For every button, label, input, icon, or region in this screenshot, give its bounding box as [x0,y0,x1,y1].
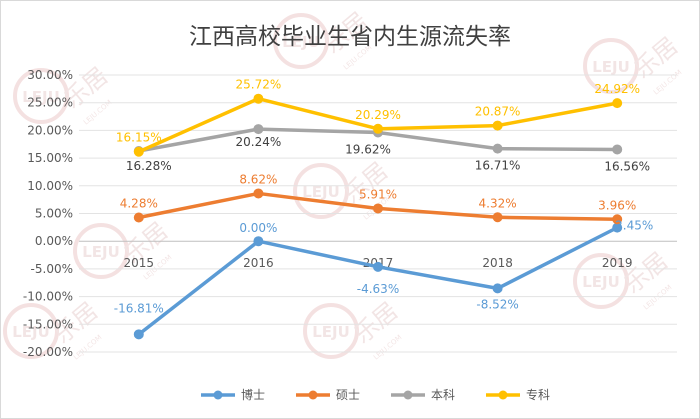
data-point [373,123,383,134]
watermark-logo-text: LEJU [302,183,340,201]
y-tick-label: -15.00% [23,317,73,331]
series-layer [133,93,623,340]
data-point [253,93,264,104]
data-point [253,124,264,135]
y-tick-label: 10.00% [27,179,73,193]
y-tick-label: 15.00% [27,151,73,165]
legend-item: 本科 [391,388,455,402]
legend-label: 硕士 [336,388,360,402]
data-labels: -16.81% 0.00% -4.63% -8.52% 2.45% 4.28% 8.62% 5… [114,78,654,316]
watermark-logo-text: LEJU [22,88,60,106]
data-point [373,203,383,214]
legend-item: 专科 [486,387,550,402]
data-label: 20.29% [355,108,401,122]
x-tick-label: 2015 [124,256,155,270]
y-tick-label: 0.00% [35,234,73,248]
y-tick-label: -5.00% [31,262,73,276]
data-point [612,144,623,155]
data-point [492,143,503,154]
data-label: 4.28% [120,196,158,210]
x-tick-label: 2018 [482,256,513,270]
data-label: -4.63% [357,282,399,296]
legend-swatch-marker [403,390,413,400]
data-point [133,329,144,340]
data-label: 8.62% [239,172,277,186]
data-label: 16.71% [475,159,521,173]
watermark-logo-text: LEJU [282,33,320,51]
data-point [492,120,503,131]
x-tick-label: 2019 [602,256,633,270]
data-point [253,236,264,247]
data-label: 24.92% [594,82,640,96]
legend-label: 博士 [241,387,265,402]
data-point [133,212,144,223]
legend-item: 博士 [201,387,265,402]
data-label: 20.87% [475,105,521,119]
data-label: 0.00% [239,221,277,235]
data-point [492,212,503,223]
y-tick-label: 5.00% [35,207,73,221]
data-label: 16.15% [116,131,162,145]
data-point [612,214,623,225]
data-point [612,98,623,109]
x-tick-label: 2016 [243,256,274,270]
y-tick-label: 25.00% [27,96,73,110]
legend-swatch-marker [213,390,223,400]
data-label: 5.91% [359,187,397,201]
watermark-logo-text: LEJU [312,323,350,341]
y-tick-label: 20.00% [27,123,73,137]
watermark-logo-text: LEJU [12,323,50,341]
legend-label: 本科 [431,388,455,402]
data-label: 20.24% [236,135,282,149]
watermark-logo-text: LEJU [82,243,120,261]
data-point [253,188,264,199]
data-label: 16.28% [126,159,172,173]
legend: 博士 硕士 本科 专科 [201,387,550,402]
data-label: 4.32% [479,196,517,210]
data-point [373,261,383,272]
legend-label: 专科 [526,387,550,402]
data-label: 19.62% [345,143,391,157]
data-label: 25.72% [236,78,282,92]
watermark-logo-text: LEJU [592,58,630,76]
chart-title: 江西高校毕业生省内生源流失率 [189,24,511,50]
y-tick-label: -10.00% [23,290,73,304]
data-label: 3.96% [598,198,636,212]
watermark-logo-text: LEJU [582,273,620,291]
data-label: -16.81% [114,301,164,315]
data-label: -8.52% [476,297,518,311]
y-tick-label: 30.00% [27,68,73,82]
data-label: 16.56% [604,159,650,173]
legend-swatch-marker [498,390,508,400]
y-axis: 30.00% 25.00% 20.00% 15.00% 10.00% 5.00% 0.00%… [23,68,73,359]
legend-swatch-marker [308,390,318,400]
data-point [492,283,503,294]
data-label: 2.45% [615,219,653,233]
y-tick-label: -20.00% [23,345,73,359]
legend-item: 硕士 [296,388,360,402]
data-point [133,146,144,157]
